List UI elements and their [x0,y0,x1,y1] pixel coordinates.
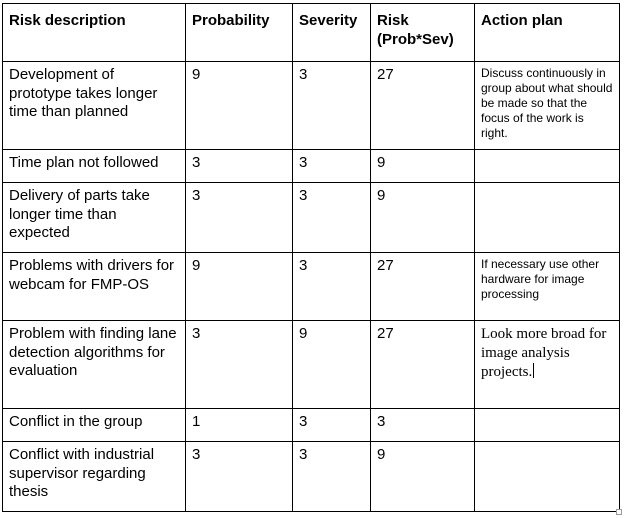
col-header-risk: Risk (Prob*Sev) [370,3,475,62]
cell-risk[interactable]: 27 [370,252,475,321]
cell-probability[interactable]: 3 [185,441,293,512]
cell-description[interactable]: Time plan not followed [2,149,186,183]
table-row: Delivery of parts take longer time than … [2,182,620,253]
cell-action-plan[interactable]: Look more broad for image analysis proje… [474,320,620,409]
cell-severity[interactable]: 9 [292,320,371,409]
action-plan-text: Look more broad for image analysis proje… [481,326,607,380]
col-header-severity: Severity [292,3,371,62]
table-row: Problem with finding lane detection algo… [2,320,620,409]
cell-probability[interactable]: 9 [185,61,293,150]
col-header-risk-description: Risk description [2,3,186,62]
cell-severity[interactable]: 3 [292,61,371,150]
text-cursor [533,363,535,378]
cell-severity[interactable]: 3 [292,252,371,321]
header-row: Risk description Probability Severity Ri… [2,3,620,62]
cell-description[interactable]: Delivery of parts take longer time than … [2,182,186,253]
cell-description[interactable]: Problems with drivers for webcam for FMP… [2,252,186,321]
cell-action-plan[interactable] [474,149,620,183]
cell-risk[interactable]: 9 [370,441,475,512]
table-row: Conflict in the group 1 3 3 [2,408,620,442]
cell-probability[interactable]: 3 [185,182,293,253]
cell-action-plan[interactable]: Discuss continuously in group about what… [474,61,620,150]
cell-severity[interactable]: 3 [292,182,371,253]
cell-risk[interactable]: 27 [370,320,475,409]
cell-probability[interactable]: 1 [185,408,293,442]
cell-action-plan[interactable] [474,182,620,253]
col-header-action-plan: Action plan [474,3,620,62]
cell-description[interactable]: Conflict with industrial supervisor rega… [2,441,186,512]
cell-description[interactable]: Conflict in the group [2,408,186,442]
risk-table: Risk description Probability Severity Ri… [2,3,620,512]
table-resize-handle[interactable] [616,509,622,515]
cell-description[interactable]: Problem with finding lane detection algo… [2,320,186,409]
cell-description[interactable]: Development of prototype takes longer ti… [2,61,186,150]
cell-risk[interactable]: 9 [370,182,475,253]
cell-severity[interactable]: 3 [292,441,371,512]
cell-severity[interactable]: 3 [292,408,371,442]
cell-action-plan[interactable]: If necessary use other hardware for imag… [474,252,620,321]
cell-probability[interactable]: 3 [185,320,293,409]
table-row: Development of prototype takes longer ti… [2,61,620,150]
col-header-probability: Probability [185,3,293,62]
cell-risk[interactable]: 3 [370,408,475,442]
table-row: Conflict with industrial supervisor rega… [2,441,620,512]
cell-action-plan[interactable] [474,408,620,442]
cell-action-plan[interactable] [474,441,620,512]
cell-probability[interactable]: 3 [185,149,293,183]
table-row: Time plan not followed 3 3 9 [2,149,620,183]
cell-risk[interactable]: 9 [370,149,475,183]
cell-severity[interactable]: 3 [292,149,371,183]
table-row: Problems with drivers for webcam for FMP… [2,252,620,321]
cell-risk[interactable]: 27 [370,61,475,150]
cell-probability[interactable]: 9 [185,252,293,321]
